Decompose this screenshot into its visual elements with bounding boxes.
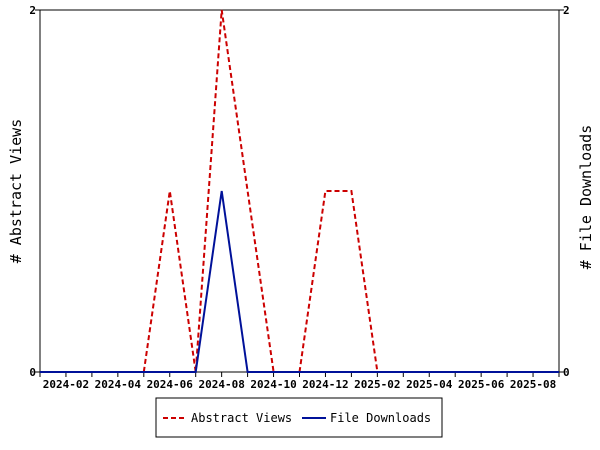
y-axis-left-title: # Abstract Views	[7, 119, 25, 264]
x-tick-label: 2024-04	[95, 378, 142, 391]
x-tick-label: 2025-02	[354, 378, 400, 391]
series-line-abstract-views	[40, 9, 559, 373]
legend: Abstract Views File Downloads	[155, 397, 443, 438]
y-left-tick-label: 2	[29, 4, 36, 17]
x-tick-label: 2024-12	[302, 378, 348, 391]
legend-label: File Downloads	[330, 411, 431, 425]
x-tick-label: 2025-04	[406, 378, 453, 391]
y-left-tick-label: 0	[29, 366, 36, 379]
plot-area	[39, 9, 560, 373]
x-tick-label: 2025-06	[458, 378, 505, 391]
series-layer	[40, 9, 559, 373]
y-right-tick-label: 0	[563, 366, 570, 379]
x-tick-label: 2024-08	[198, 378, 244, 391]
plot-frame	[39, 9, 560, 373]
x-tick-label: 2024-02	[43, 378, 89, 391]
y-axis-right-title: # File Downloads	[577, 125, 595, 270]
x-tick-label: 2024-06	[147, 378, 194, 391]
series-line-file-downloads	[40, 190, 559, 373]
y-right-tick-label: 2	[563, 4, 570, 17]
x-tick-label: 2024-10	[250, 378, 296, 391]
legend-label: Abstract Views	[191, 411, 292, 425]
x-tick-label: 2025-08	[510, 378, 556, 391]
axes: 2024-02 2024-04 2024-06 2024-08 2024-10 2024-…	[29, 4, 569, 391]
legend-box	[155, 397, 443, 438]
